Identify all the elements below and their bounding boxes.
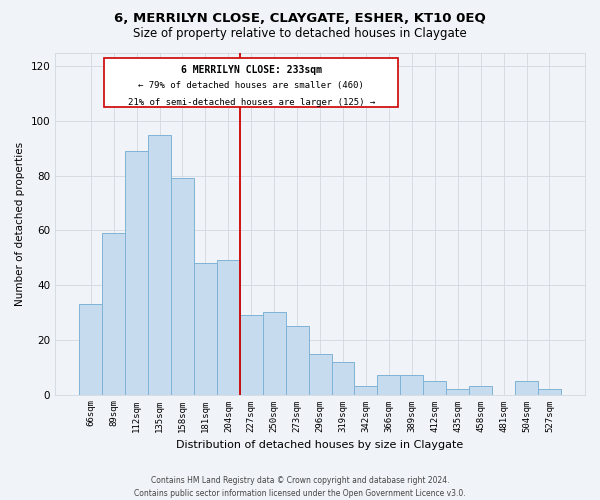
Text: Size of property relative to detached houses in Claygate: Size of property relative to detached ho… — [133, 28, 467, 40]
Text: Contains HM Land Registry data © Crown copyright and database right 2024.
Contai: Contains HM Land Registry data © Crown c… — [134, 476, 466, 498]
Bar — [515, 381, 538, 394]
Bar — [104, 58, 398, 107]
Bar — [79, 304, 102, 394]
Bar — [102, 233, 125, 394]
Bar — [423, 381, 446, 394]
Y-axis label: Number of detached properties: Number of detached properties — [15, 142, 25, 306]
Bar — [377, 376, 400, 394]
Bar — [125, 151, 148, 394]
Bar — [469, 386, 492, 394]
Bar — [446, 389, 469, 394]
Text: 6, MERRILYN CLOSE, CLAYGATE, ESHER, KT10 0EQ: 6, MERRILYN CLOSE, CLAYGATE, ESHER, KT10… — [114, 12, 486, 26]
X-axis label: Distribution of detached houses by size in Claygate: Distribution of detached houses by size … — [176, 440, 464, 450]
Text: 21% of semi-detached houses are larger (125) →: 21% of semi-detached houses are larger (… — [128, 98, 375, 106]
Bar — [286, 326, 308, 394]
Text: 6 MERRILYN CLOSE: 233sqm: 6 MERRILYN CLOSE: 233sqm — [181, 65, 322, 75]
Bar — [194, 263, 217, 394]
Bar — [171, 178, 194, 394]
Bar — [308, 354, 332, 395]
Bar — [538, 389, 561, 394]
Bar — [332, 362, 355, 394]
Bar — [217, 260, 240, 394]
Bar — [240, 315, 263, 394]
Bar — [148, 134, 171, 394]
Bar — [355, 386, 377, 394]
Text: ← 79% of detached houses are smaller (460): ← 79% of detached houses are smaller (46… — [139, 81, 364, 90]
Bar — [263, 312, 286, 394]
Bar — [400, 376, 423, 394]
